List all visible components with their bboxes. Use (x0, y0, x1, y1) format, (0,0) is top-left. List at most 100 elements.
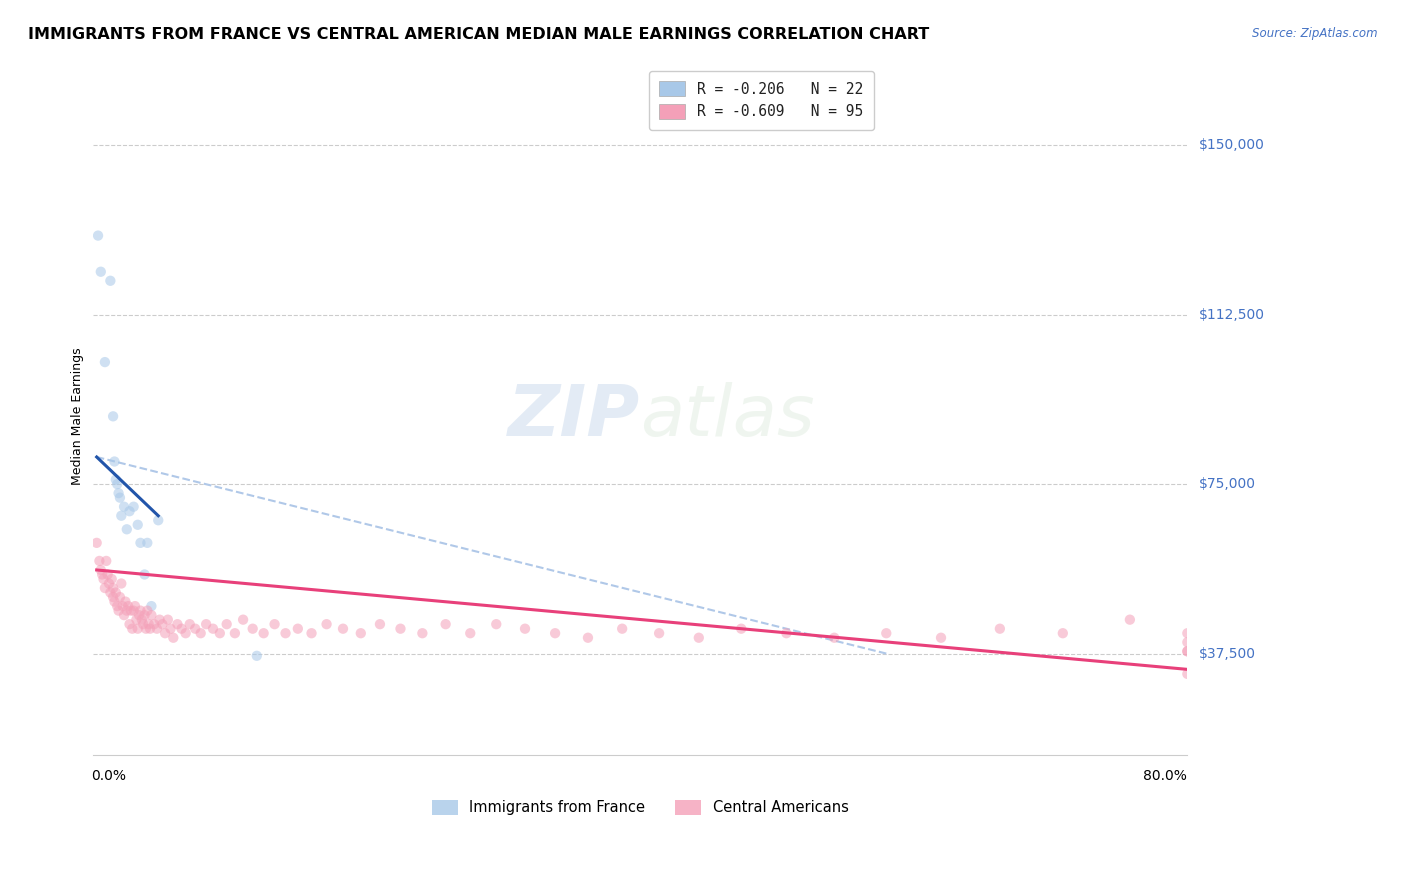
Point (97, 567, 120, 582)
Point (274, 626, 297, 640)
Point (159, 622, 181, 636)
Point (98, 585, 121, 599)
Legend: Immigrants from France, Central Americans: Immigrants from France, Central American… (425, 792, 856, 822)
Point (139, 622, 162, 636)
Point (170, 622, 193, 636)
Point (100, 572, 122, 586)
Point (124, 599, 146, 613)
Point (122, 500, 145, 514)
Point (86, 536, 108, 550)
Point (107, 486, 129, 500)
Point (1175, 644, 1198, 658)
Point (823, 631, 845, 645)
Point (108, 590, 131, 604)
Point (146, 622, 169, 636)
Point (98, 576, 121, 591)
Point (134, 567, 156, 582)
Point (90, 563, 112, 577)
Point (132, 617, 155, 632)
Point (150, 617, 173, 632)
Point (208, 626, 231, 640)
Point (179, 617, 201, 632)
Point (125, 613, 148, 627)
Point (110, 508, 132, 523)
Point (112, 500, 135, 514)
Point (1052, 626, 1074, 640)
Point (389, 622, 412, 636)
Point (576, 631, 599, 645)
Point (129, 536, 152, 550)
Point (135, 622, 157, 636)
Text: ZIP: ZIP (508, 382, 640, 450)
Point (94, 355, 117, 369)
Point (118, 617, 141, 632)
Point (368, 617, 391, 632)
Text: $37,500: $37,500 (1198, 647, 1256, 661)
Point (104, 585, 127, 599)
Point (875, 626, 897, 640)
Point (111, 599, 134, 613)
Point (134, 608, 156, 623)
Point (98, 274, 121, 288)
Point (105, 477, 128, 491)
Point (129, 604, 152, 618)
Point (122, 604, 145, 618)
Point (1119, 613, 1142, 627)
Point (332, 622, 354, 636)
Point (174, 626, 197, 640)
Point (1175, 635, 1198, 649)
Point (104, 473, 127, 487)
Point (138, 617, 160, 632)
Point (224, 626, 246, 640)
Point (253, 626, 276, 640)
Text: 0.0%: 0.0% (91, 769, 127, 783)
Point (103, 454, 125, 468)
Text: $75,000: $75,000 (1198, 477, 1256, 491)
Point (988, 622, 1011, 636)
Point (136, 604, 159, 618)
Point (350, 626, 373, 640)
Point (89, 554, 111, 568)
Point (190, 626, 212, 640)
Point (94, 581, 117, 595)
Point (929, 631, 952, 645)
Point (87, 228, 110, 243)
Point (114, 594, 136, 608)
Point (263, 617, 285, 632)
Point (775, 626, 797, 640)
Point (120, 604, 142, 618)
Point (127, 517, 149, 532)
Point (485, 617, 508, 632)
Point (232, 613, 254, 627)
Point (143, 617, 166, 632)
Point (195, 617, 218, 632)
Point (201, 622, 224, 636)
Point (544, 626, 567, 640)
Point (96, 554, 118, 568)
Point (246, 648, 269, 663)
Point (101, 581, 124, 595)
Point (301, 626, 323, 640)
Point (513, 622, 536, 636)
Point (730, 622, 752, 636)
Y-axis label: Median Male Earnings: Median Male Earnings (72, 348, 84, 485)
Text: $112,500: $112,500 (1198, 308, 1264, 322)
Point (121, 622, 143, 636)
Point (215, 617, 238, 632)
Point (166, 617, 188, 632)
Text: atlas: atlas (640, 382, 814, 450)
Point (612, 622, 634, 636)
Text: $150,000: $150,000 (1198, 138, 1264, 153)
Point (115, 604, 138, 618)
Point (108, 491, 131, 505)
Point (1175, 644, 1198, 658)
Point (90, 265, 112, 279)
Point (688, 631, 710, 645)
Point (141, 599, 163, 613)
Point (1175, 626, 1198, 640)
Point (162, 631, 184, 645)
Point (148, 513, 170, 527)
Point (115, 522, 138, 536)
Point (101, 590, 124, 604)
Text: 80.0%: 80.0% (1143, 769, 1187, 783)
